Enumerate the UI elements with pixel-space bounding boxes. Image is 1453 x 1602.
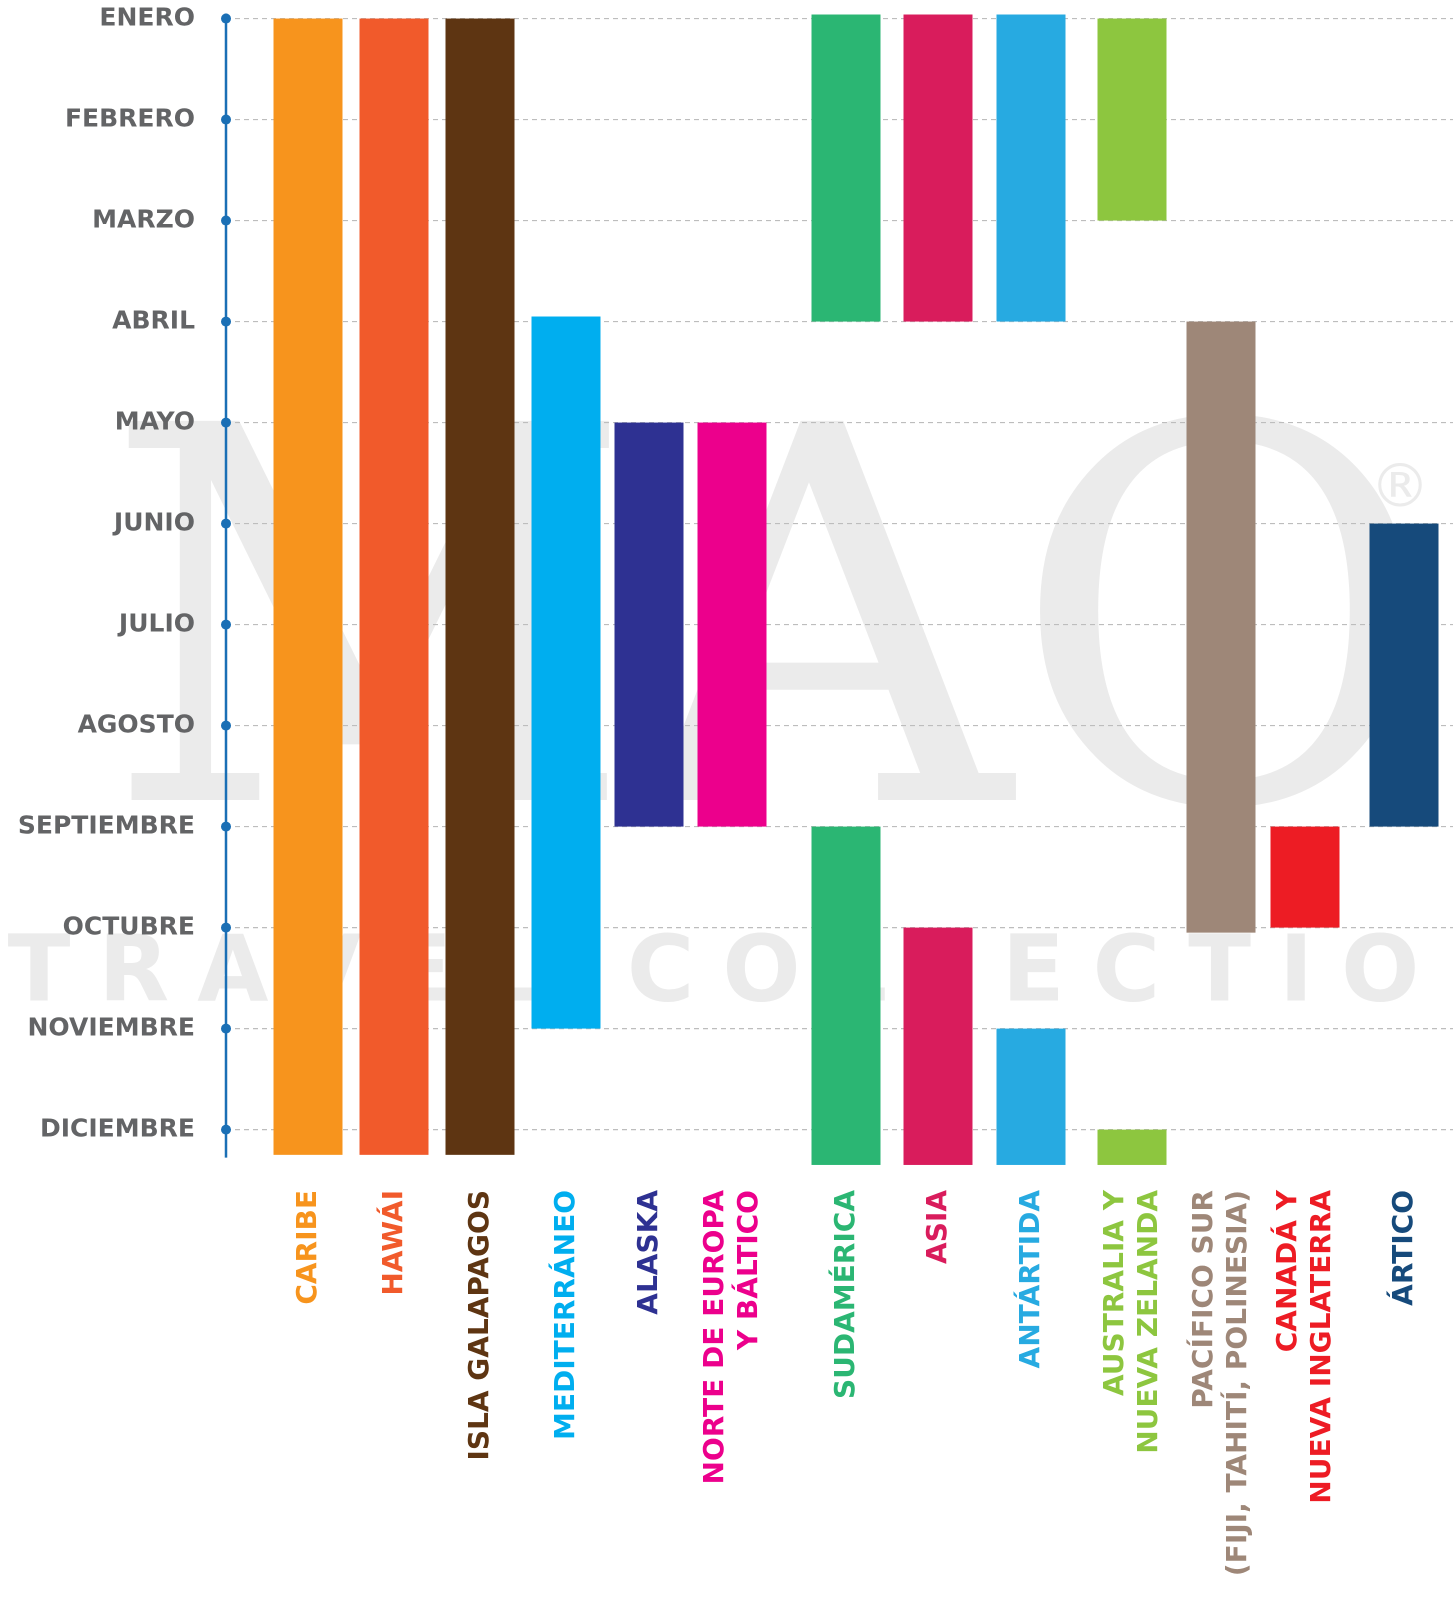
y-tick-label: JUNIO bbox=[112, 508, 195, 537]
legend-label: SUDAMÉRICA bbox=[827, 1190, 861, 1399]
legend-label: Y BÁLTICO bbox=[730, 1190, 764, 1351]
legend-label: CARIBE bbox=[290, 1190, 323, 1305]
y-tick-label: SEPTIEMBRE bbox=[18, 811, 195, 840]
tick-dot bbox=[221, 417, 231, 428]
y-tick-label: ABRIL bbox=[112, 306, 195, 335]
tick-dot bbox=[221, 1124, 231, 1135]
legend-label: HAWÁI bbox=[375, 1190, 409, 1296]
watermark-tagline: TRAVEL COLLECTION bbox=[8, 915, 1453, 1022]
range-bar bbox=[1369, 523, 1439, 827]
range-bar bbox=[1270, 826, 1340, 928]
range-bar bbox=[1097, 18, 1167, 221]
watermark-mark: ® bbox=[1370, 452, 1430, 522]
y-tick-label: ENERO bbox=[99, 3, 195, 32]
range-bar bbox=[811, 14, 881, 322]
tick-dot bbox=[221, 619, 231, 630]
legend-label: (FIJI, TAHITÍ, POLINESIA) bbox=[1219, 1190, 1253, 1576]
legend-label: ÁRTICO bbox=[1385, 1190, 1419, 1306]
tick-dot bbox=[221, 1023, 231, 1034]
y-tick-label: JULIO bbox=[117, 609, 195, 638]
y-tick-label: FEBRERO bbox=[65, 104, 195, 133]
tick-dot bbox=[221, 821, 231, 832]
range-bar bbox=[903, 927, 973, 1165]
y-tick-label: NOVIEMBRE bbox=[28, 1013, 196, 1042]
tick-dot bbox=[221, 720, 231, 731]
legend-label: AUSTRALIA Y bbox=[1097, 1189, 1130, 1396]
tick-dot bbox=[221, 215, 231, 226]
tick-dot bbox=[221, 518, 231, 529]
y-tick-label: OCTUBRE bbox=[63, 912, 195, 941]
legend-label: NUEVA INGLATERRA bbox=[1304, 1190, 1337, 1504]
legend-label: ISLA GALAPAGOS bbox=[462, 1190, 495, 1461]
range-bar bbox=[359, 18, 429, 1155]
y-tick-label: MAYO bbox=[115, 407, 195, 436]
range-bar bbox=[996, 14, 1066, 322]
range-bar bbox=[273, 18, 343, 1155]
range-bar bbox=[1097, 1129, 1167, 1165]
legend-label: CANADÁ Y bbox=[1269, 1189, 1303, 1352]
y-tick-label: DICIEMBRE bbox=[40, 1114, 195, 1143]
range-bar bbox=[445, 18, 515, 1155]
legend-label: ANTÁRTIDA bbox=[1012, 1190, 1046, 1369]
range-bar bbox=[614, 422, 684, 827]
range-bar bbox=[996, 1028, 1066, 1165]
legend-label: MEDITERRÁNEO bbox=[547, 1190, 581, 1440]
range-bar bbox=[697, 422, 767, 827]
tick-dot bbox=[221, 114, 231, 125]
range-bar bbox=[903, 14, 973, 322]
range-bar bbox=[811, 826, 881, 1165]
legend-label: PACÍFICO SUR bbox=[1185, 1190, 1219, 1409]
legend-label: NUEVA ZELANDA bbox=[1131, 1190, 1164, 1454]
legend-label: NORTE DE EUROPA bbox=[697, 1190, 730, 1485]
tick-dot bbox=[221, 922, 231, 933]
range-bar bbox=[531, 316, 601, 1029]
y-tick-label: AGOSTO bbox=[78, 710, 195, 739]
tick-dot bbox=[221, 13, 231, 24]
y-tick-label: MARZO bbox=[92, 205, 195, 234]
tick-dot bbox=[221, 316, 231, 327]
legend-label: ALASKA bbox=[631, 1190, 664, 1315]
legend-label: ASIA bbox=[920, 1190, 953, 1264]
range-bar bbox=[1186, 321, 1256, 933]
